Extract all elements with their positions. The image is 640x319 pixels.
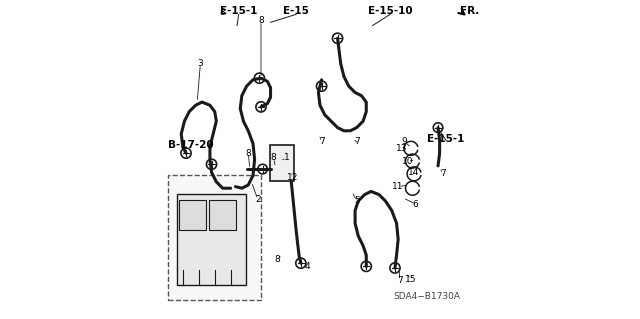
Text: 7: 7 — [397, 276, 403, 285]
Text: 1: 1 — [284, 153, 289, 162]
Text: 12: 12 — [287, 173, 299, 182]
Text: 7: 7 — [440, 169, 445, 178]
FancyBboxPatch shape — [168, 175, 261, 300]
Text: B-17-20: B-17-20 — [168, 140, 214, 150]
Text: 10: 10 — [402, 157, 413, 166]
Text: E-15: E-15 — [283, 6, 309, 16]
Text: 8: 8 — [220, 8, 225, 17]
Text: FR.: FR. — [460, 6, 480, 16]
Text: SDA4−B1730A: SDA4−B1730A — [394, 292, 460, 301]
Text: 8: 8 — [245, 149, 251, 158]
Text: 11: 11 — [392, 182, 404, 191]
Text: 8: 8 — [271, 153, 276, 162]
FancyBboxPatch shape — [177, 194, 246, 285]
Text: E-15-1: E-15-1 — [428, 134, 465, 144]
Text: 14: 14 — [408, 168, 420, 177]
Text: 7: 7 — [354, 137, 360, 146]
FancyBboxPatch shape — [209, 200, 236, 230]
Text: 9: 9 — [402, 137, 408, 146]
Text: 13: 13 — [396, 144, 407, 153]
Text: 7: 7 — [319, 137, 324, 146]
Text: E-15-10: E-15-10 — [368, 6, 413, 16]
Text: E-15-1: E-15-1 — [220, 6, 257, 16]
Text: 4: 4 — [305, 262, 310, 271]
Text: 15: 15 — [405, 275, 417, 284]
Text: 6: 6 — [413, 200, 419, 209]
Text: 8: 8 — [258, 16, 264, 25]
Text: 2: 2 — [255, 195, 260, 204]
FancyBboxPatch shape — [270, 145, 294, 181]
Text: 5: 5 — [354, 197, 360, 205]
Text: 3: 3 — [198, 59, 204, 68]
Text: 8: 8 — [274, 256, 280, 264]
FancyBboxPatch shape — [179, 200, 206, 230]
